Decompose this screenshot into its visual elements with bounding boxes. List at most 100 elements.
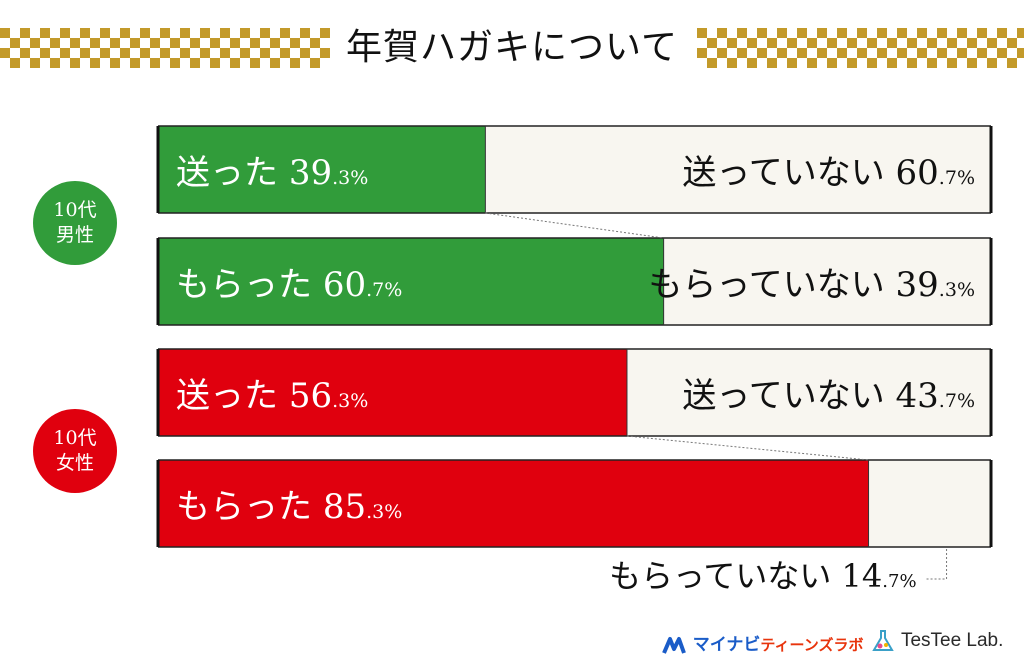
checker-square	[220, 28, 230, 38]
checker-square	[280, 28, 290, 38]
value-decimal: .3	[332, 167, 350, 189]
checker-square	[260, 48, 270, 58]
chart-title: 年賀ハガキについて	[346, 27, 678, 68]
category-label: 送っていない	[682, 153, 895, 193]
checker-square	[837, 48, 847, 58]
value-integer: 85	[323, 487, 366, 527]
checker-square	[70, 58, 80, 68]
checker-square	[967, 38, 977, 48]
checker-square	[40, 28, 50, 38]
checker-square	[1007, 38, 1017, 48]
checker-square	[1017, 28, 1024, 38]
checker-square	[180, 28, 190, 38]
value-unit: %	[350, 390, 368, 412]
group-badge-gender: 男性	[55, 224, 94, 246]
checker-square	[20, 28, 30, 38]
value-unit: %	[384, 501, 402, 523]
checker-square	[907, 58, 917, 68]
category-label: もらっていない	[609, 557, 842, 595]
checker-square	[270, 58, 280, 68]
checker-square	[977, 28, 987, 38]
checker-square	[150, 38, 160, 48]
checker-square	[1007, 58, 1017, 68]
checker-square	[280, 48, 290, 58]
checker-square	[110, 38, 120, 48]
checker-square	[757, 28, 767, 38]
checker-square	[877, 48, 887, 58]
bar-no-label-outside: もらっていない 14.7%	[609, 557, 917, 595]
checker-square	[230, 38, 240, 48]
checker-square	[290, 58, 300, 68]
value-integer: 14	[842, 557, 883, 595]
checker-square	[190, 38, 200, 48]
checker-square	[180, 48, 190, 58]
testee-logo: TesTee Lab.	[870, 630, 1003, 652]
checker-square	[30, 38, 40, 48]
checker-square	[787, 58, 797, 68]
checker-square	[867, 58, 877, 68]
bar-yes-label: もらった 85.3%	[176, 487, 402, 527]
checker-square	[300, 48, 310, 58]
checker-square	[897, 48, 907, 58]
bar-yes-label: 送った 56.3%	[176, 376, 368, 416]
value-integer: 60	[323, 265, 366, 305]
checker-square	[140, 28, 150, 38]
checker-square	[50, 38, 60, 48]
checker-square	[200, 48, 210, 58]
checker-square	[110, 58, 120, 68]
checker-square	[140, 48, 150, 58]
checker-pattern-right	[697, 28, 1024, 68]
checker-square	[60, 48, 70, 58]
checker-square	[747, 58, 757, 68]
value-integer: 43	[896, 376, 939, 416]
checker-pattern-left	[0, 28, 330, 68]
checker-square	[220, 48, 230, 58]
checker-square	[867, 38, 877, 48]
checker-square	[697, 48, 707, 58]
checker-square	[817, 48, 827, 58]
checker-square	[817, 28, 827, 38]
checker-square	[727, 38, 737, 48]
checker-square	[937, 48, 947, 58]
bar-row: 送った 39.3% 送っていない 60.7%	[156, 125, 993, 214]
checker-square	[887, 58, 897, 68]
checker-square	[707, 58, 717, 68]
checker-square	[757, 48, 767, 58]
checker-square	[80, 48, 90, 58]
checker-square	[777, 48, 787, 58]
checker-square	[897, 28, 907, 38]
checker-square	[777, 28, 787, 38]
checker-square	[120, 48, 130, 58]
testee-logo-text: TesTee Lab.	[900, 630, 1004, 652]
checker-square	[160, 48, 170, 58]
bar-row: 送った 56.3% 送っていない 43.7%	[156, 348, 993, 437]
checker-square	[737, 48, 747, 58]
bar-row: もらった 60.7% もらっていない 39.3%	[156, 237, 993, 326]
category-label: 送った	[176, 376, 289, 416]
value-unit: %	[957, 167, 975, 189]
checker-square	[997, 28, 1007, 38]
category-label: もらった	[176, 487, 323, 527]
value-decimal: .7	[939, 167, 957, 189]
checker-square	[787, 38, 797, 48]
checker-square	[260, 28, 270, 38]
checker-square	[717, 28, 727, 38]
checker-square	[707, 38, 717, 48]
value-unit: %	[957, 390, 975, 412]
checker-square	[320, 48, 330, 58]
bar-no-label: 送っていない 43.7%	[682, 376, 975, 416]
checker-square	[10, 38, 20, 48]
checker-square	[200, 28, 210, 38]
checker-square	[270, 38, 280, 48]
checker-square	[957, 48, 967, 58]
checker-square	[977, 48, 987, 58]
checker-square	[240, 48, 250, 58]
checker-square	[907, 38, 917, 48]
checker-square	[937, 28, 947, 38]
checker-square	[310, 58, 320, 68]
group-badge-female: 10代 女性	[33, 409, 117, 493]
bar-yes-segment	[158, 349, 627, 436]
checker-square	[967, 58, 977, 68]
